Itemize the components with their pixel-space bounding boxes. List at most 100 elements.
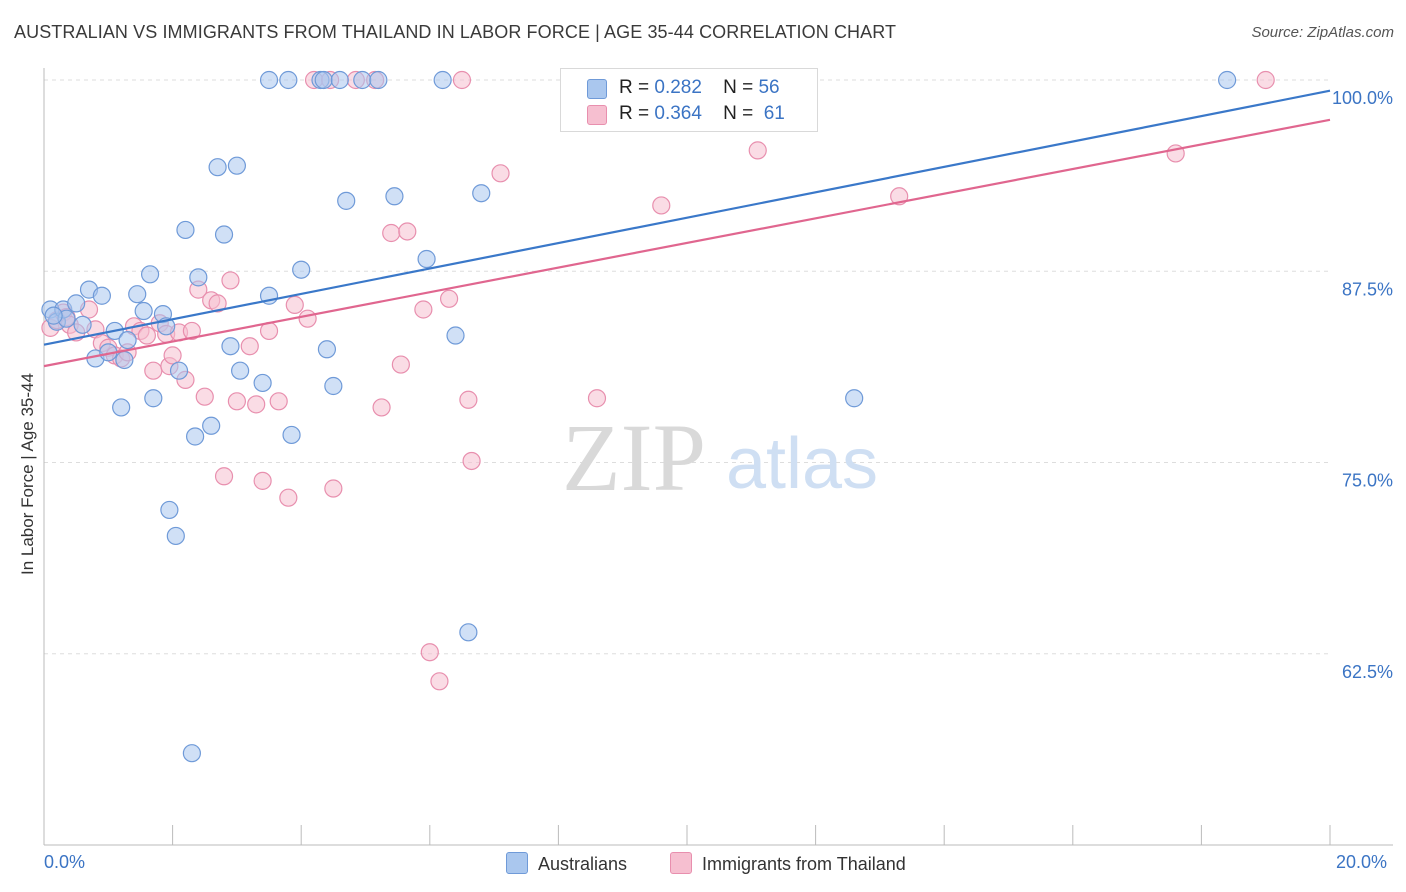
australians-point	[189, 268, 208, 287]
bottom-legend-thailand: Immigrants from Thailand	[670, 852, 906, 875]
australians-point	[446, 326, 465, 345]
y-tick-labels: 62.5% 75.0% 87.5% 100.0%	[1332, 88, 1393, 682]
thailand-point	[420, 643, 439, 662]
legend-n-value-thailand: 61	[763, 103, 785, 124]
thailand-point	[652, 196, 671, 215]
australians-point	[118, 331, 137, 350]
watermark-atlas: atlas	[726, 424, 878, 504]
x-tick-max: 20.0%	[1336, 852, 1388, 872]
thailand-point	[391, 355, 410, 374]
thailand-point	[298, 309, 317, 328]
australians-point	[314, 70, 333, 90]
thailand-point	[195, 387, 214, 406]
thailand-point	[587, 389, 607, 408]
legend-r-value-thailand: 0.364	[654, 103, 702, 124]
thailand-point	[398, 222, 417, 241]
trend-line-thailand	[43, 118, 1331, 368]
thailand-point	[491, 164, 510, 183]
australians-point	[160, 500, 179, 520]
bottom-legend-swatch-blue	[506, 852, 528, 874]
australians-point	[292, 260, 311, 279]
legend-swatch-pink	[587, 105, 607, 125]
thailand-point	[1256, 70, 1275, 90]
thailand-point	[182, 321, 201, 341]
watermark: ZIP atlas	[562, 404, 878, 511]
thailand-point	[240, 337, 259, 356]
australians-point	[279, 70, 298, 90]
source-label: Source: ZipAtlas.com	[1251, 24, 1394, 41]
thailand-point	[459, 390, 478, 409]
australians-point	[115, 350, 134, 370]
legend-n-label: N =	[723, 103, 754, 124]
australians-point	[140, 265, 160, 284]
y-tick-label: 62.5%	[1342, 662, 1393, 682]
y-tick-label: 87.5%	[1342, 279, 1393, 299]
australians-point	[214, 225, 234, 244]
australians-point	[227, 156, 246, 175]
australians-point	[433, 70, 452, 90]
trend-line-australians	[43, 89, 1331, 346]
legend-r-label: R =	[619, 77, 650, 98]
thailand-point	[137, 326, 156, 345]
legend-swatch-blue	[587, 79, 607, 99]
y-tick-label: 100.0%	[1332, 88, 1393, 108]
trend-lines	[43, 89, 1331, 368]
australians-point	[231, 361, 250, 380]
thailand-point	[221, 271, 240, 290]
bottom-legend-swatch-pink	[670, 852, 692, 874]
australians-point	[128, 285, 147, 304]
australians-point	[144, 389, 163, 408]
australians-point	[337, 191, 356, 210]
australians-point	[169, 361, 189, 380]
australians-point	[417, 249, 436, 269]
thailand-point	[285, 295, 304, 315]
australians-point	[369, 70, 388, 90]
australians-point	[221, 337, 240, 356]
thailand-point	[253, 471, 272, 490]
series-thailand-points	[41, 70, 1275, 691]
thailand-point	[324, 479, 343, 498]
thailand-point	[208, 294, 227, 313]
thailand-point	[227, 392, 246, 411]
australians-point	[134, 301, 153, 321]
australians-point	[208, 158, 227, 177]
thailand-point	[452, 70, 472, 90]
australians-point	[330, 70, 349, 90]
axes	[43, 68, 1393, 846]
thailand-point	[382, 223, 401, 243]
bottom-legend-label-australians: Australians	[538, 854, 628, 874]
watermark-zip: ZIP	[562, 404, 706, 511]
thailand-point	[414, 300, 433, 319]
y-axis-label: In Labor Force | Age 35-44	[18, 373, 37, 575]
australians-point	[459, 623, 478, 642]
thailand-point	[269, 392, 288, 411]
thailand-point	[462, 451, 481, 471]
australians-point	[324, 376, 343, 396]
thailand-point	[247, 395, 266, 414]
thailand-point	[279, 488, 298, 507]
australians-point	[353, 70, 372, 90]
thailand-point	[748, 141, 767, 160]
australians-point	[186, 427, 205, 446]
thailand-point	[372, 398, 391, 417]
chart-title: AUSTRALIAN VS IMMIGRANTS FROM THAILAND I…	[14, 22, 897, 42]
thailand-point	[163, 346, 182, 365]
australians-point	[253, 373, 272, 393]
australians-point	[112, 398, 131, 417]
australians-point	[202, 416, 221, 435]
australians-point	[182, 744, 201, 763]
thailand-point	[439, 289, 459, 308]
series-australians-points	[41, 70, 1237, 763]
stats-legend: R = 0.282 N = 56 R = 0.364 N = 61	[560, 68, 818, 132]
x-tick-min: 0.0%	[44, 852, 86, 872]
legend-r-label: R =	[619, 103, 650, 124]
legend-n-label: N =	[723, 77, 754, 98]
australians-point	[73, 315, 92, 334]
y-tick-label: 75.0%	[1342, 471, 1393, 491]
australians-point	[317, 340, 337, 359]
australians-point	[385, 187, 404, 206]
australians-point	[166, 526, 185, 546]
thailand-point	[430, 672, 449, 691]
thailand-point	[214, 467, 234, 486]
